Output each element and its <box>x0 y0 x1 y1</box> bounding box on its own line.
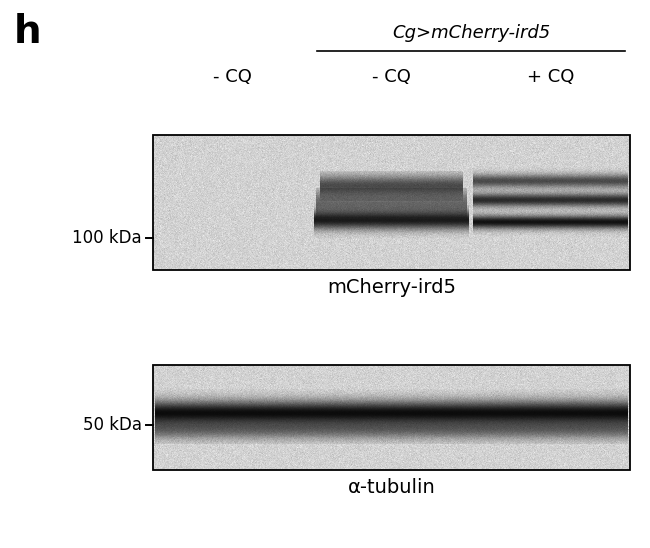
Text: 50 kDa: 50 kDa <box>83 416 142 434</box>
Text: Cg>mCherry-ird5: Cg>mCherry-ird5 <box>392 24 550 42</box>
Bar <box>153 135 630 270</box>
Text: + CQ: + CQ <box>526 68 574 86</box>
Text: 100 kDa: 100 kDa <box>72 229 142 247</box>
Text: mCherry-ird5: mCherry-ird5 <box>327 278 456 297</box>
Text: - CQ: - CQ <box>213 68 252 86</box>
Text: - CQ: - CQ <box>372 68 411 86</box>
Bar <box>153 365 630 470</box>
Text: h: h <box>14 13 42 51</box>
Text: α-tubulin: α-tubulin <box>348 478 436 497</box>
